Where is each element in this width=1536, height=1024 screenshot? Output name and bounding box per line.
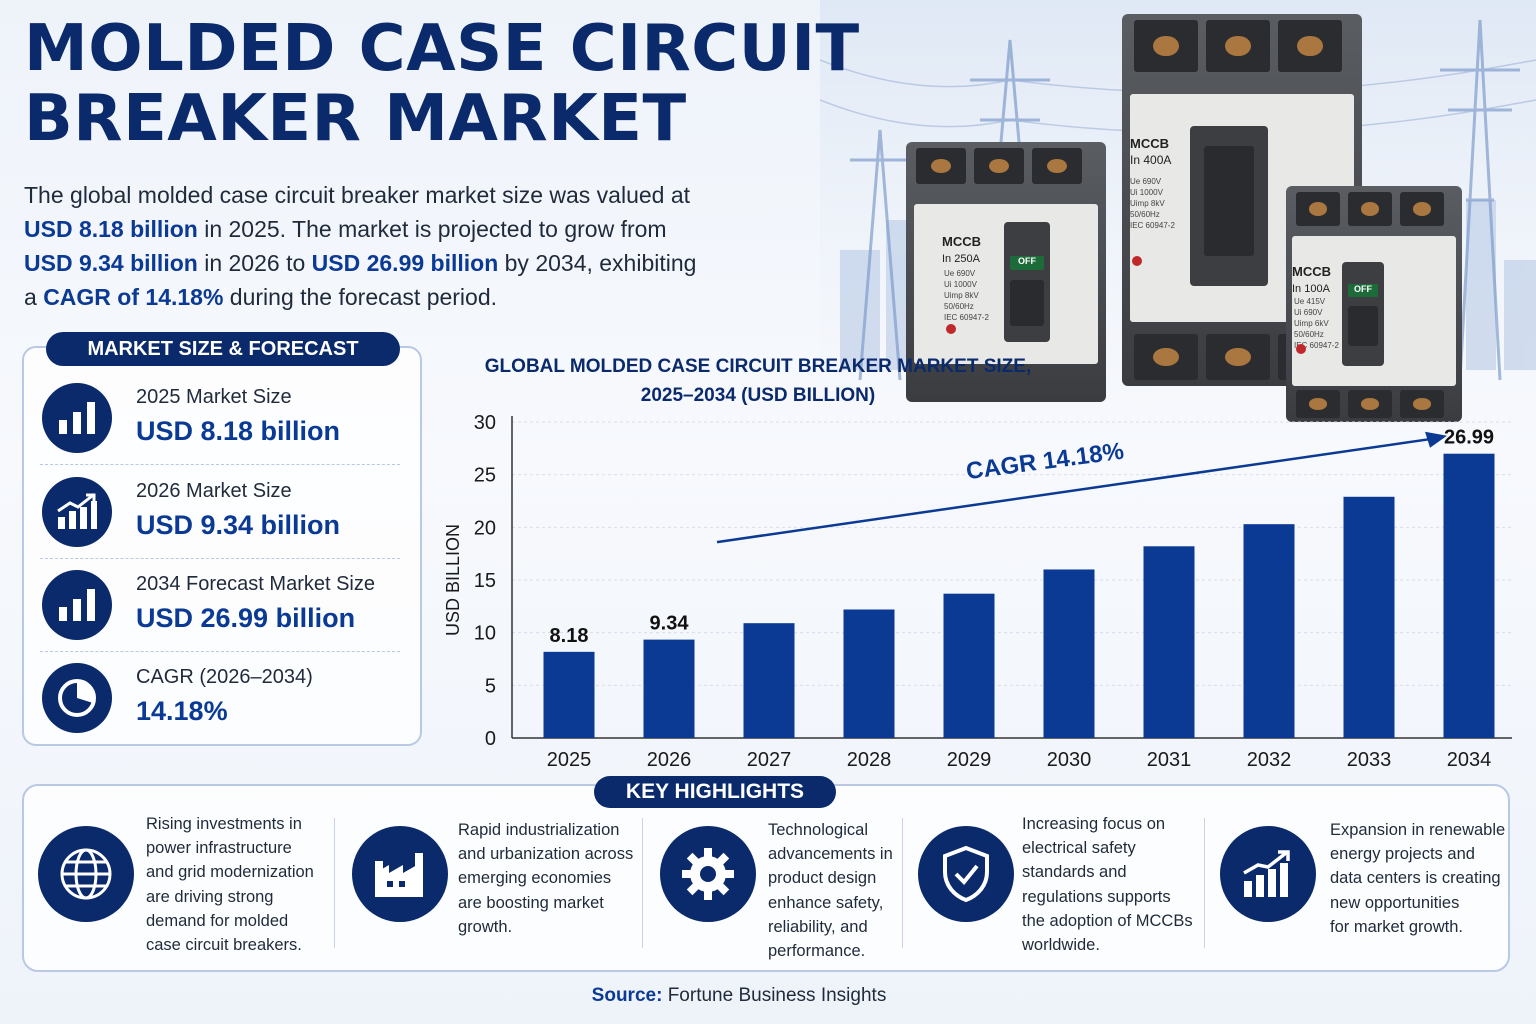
stat-label: 2026 Market Size [136,480,292,502]
x-tick-label: 2033 [1347,749,1392,771]
y-axis-label: USD BILLION [443,524,463,636]
bar [643,639,695,738]
y-tick-label: 25 [474,465,496,487]
bar [1443,453,1495,738]
divider [40,558,400,559]
globe-icon [38,826,134,922]
stat-value: USD 9.34 billion [136,510,341,540]
bar-chart-icon [42,383,112,453]
divider [1204,818,1205,948]
highlight-item: Increasing focus on electrical safety stan… [918,812,1198,962]
mccb-100a-image: MCCB In 100A Ue 415V Ui 690V Uimp 6kV 50/60H… [1286,186,1462,422]
y-tick-label: 15 [474,570,496,592]
x-tick-label: 2034 [1447,749,1492,771]
divider [902,818,903,948]
x-tick-label: 2027 [747,749,792,771]
divider [40,464,400,465]
highlight-item: Technological advancements in product desi… [660,812,900,962]
highlight-text: Rapid industrialization and urbanization … [458,821,634,936]
cagr-arrowhead [1425,431,1447,448]
highlight-text: Rising investments in power infrastructur… [146,815,314,955]
stat-2026: 2026 Market Size USD 9.34 billion [40,472,400,552]
x-tick-label: 2030 [1047,749,1092,771]
y-tick-label: 0 [485,728,496,750]
chart-title: GLOBAL MOLDED CASE CIRCUIT BREAKER MARKE… [484,356,1032,406]
stat-label: CAGR (2026–2034) [136,666,313,688]
data-label: 9.34 [650,613,690,635]
stat-value: USD 8.18 billion [136,416,341,446]
bar-chart-icon [42,570,112,640]
y-tick-label: 30 [474,412,496,434]
intro-paragraph: The global molded case circuit breaker m… [24,182,697,310]
mccb-250a-image: MCCB In 250A Ue 690V Ui 1000V Uimp 8kV 50/60… [906,142,1106,402]
y-tick-label: 5 [485,675,496,697]
gear-icon [660,826,756,922]
bar [1143,546,1195,738]
cagr-annotation: CAGR 14.18% [965,438,1126,485]
highlight-text: Increasing focus on electrical safety stan… [1022,815,1193,955]
y-tick-label: 10 [474,623,496,645]
highlight-text: Technological advancements in product desi… [768,821,893,961]
divider [642,818,643,948]
divider [40,651,400,652]
highlight-item: Rapid industrialization and urbanization … [352,812,642,962]
growth-chart-icon [42,477,112,547]
y-tick-label: 20 [474,517,496,539]
bar [543,651,595,738]
market-size-heading: MARKET SIZE & FORECAST [46,332,400,366]
x-tick-label: 2032 [1247,749,1292,771]
page-title: MOLDED CASE CIRCUIT BREAKER MARKET [24,12,860,156]
x-tick-label: 2026 [647,749,692,771]
factory-icon [352,826,448,922]
stat-value: USD 26.99 billion [136,603,356,633]
stat-2025: 2025 Market Size USD 8.18 billion [40,378,400,458]
divider [334,818,335,948]
highlight-text: Expansion in renewable energy projects an… [1330,821,1506,936]
stat-value: 14.18% [136,696,228,726]
bar [743,623,795,738]
source-label: Source: [591,985,663,1006]
x-tick-label: 2025 [547,749,592,771]
bar [943,593,995,738]
intro-value-2026: USD 9.34 billion [24,250,198,276]
highlight-item: Expansion in renewable energy projects an… [1220,812,1506,962]
stat-2034: 2034 Forecast Market Size USD 26.99 bill… [40,565,400,645]
shield-check-icon [918,826,1014,922]
bar [1343,496,1395,738]
pie-chart-icon [42,663,112,733]
x-tick-label: 2029 [947,749,992,771]
trend-up-icon [1220,826,1316,922]
data-label: 26.99 [1444,427,1494,449]
stat-label: 2034 Forecast Market Size [136,573,375,595]
intro-cagr: CAGR of 14.18% [43,284,224,310]
source-line: Source: Fortune Business Insights [0,985,1478,1007]
bar [843,609,895,738]
stat-cagr: CAGR (2026–2034) 14.18% [40,658,400,738]
data-label: 8.18 [550,625,589,647]
intro-value-2025: USD 8.18 billion [24,216,198,242]
key-highlights-heading: KEY HIGHLIGHTS [594,776,836,808]
bar [1043,569,1095,738]
stat-label: 2025 Market Size [136,386,292,408]
cagr-arrow [716,437,1434,544]
source-text: Fortune Business Insights [667,985,887,1006]
highlight-item: Rising investments in power infrastructur… [38,812,328,962]
bar [1243,524,1295,738]
intro-value-2034: USD 26.99 billion [311,250,499,276]
x-tick-label: 2028 [847,749,892,771]
x-tick-label: 2031 [1147,749,1192,771]
